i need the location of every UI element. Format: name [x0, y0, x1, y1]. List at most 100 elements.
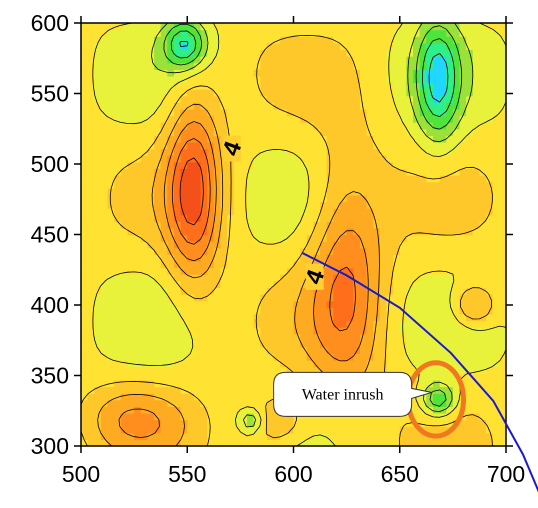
- contour-cell: [452, 155, 461, 163]
- contour-cell: [492, 23, 500, 31]
- contour-cell: [187, 393, 195, 401]
- contour-cell: [213, 161, 222, 170]
- contour-cell: [492, 241, 500, 249]
- contour-cell: [466, 115, 474, 123]
- contour-cell: [413, 399, 421, 407]
- contour-cell: [399, 327, 407, 335]
- contour-cell: [147, 254, 155, 262]
- contour-cell: [94, 234, 102, 242]
- contour-cell: [406, 221, 414, 229]
- contour-cell: [140, 23, 149, 31]
- contour-cell: [187, 313, 195, 322]
- contour-cell: [286, 82, 295, 90]
- contour-cell: [200, 122, 208, 130]
- contour-cell: [313, 89, 321, 97]
- contour-cell: [366, 274, 374, 282]
- contour-cell: [167, 141, 175, 150]
- contour-cell: [187, 379, 195, 388]
- contour-cell: [260, 175, 268, 183]
- contour-cell: [160, 313, 168, 322]
- contour-cell: [472, 260, 481, 269]
- contour-cell: [386, 327, 394, 335]
- contour-cell: [180, 432, 188, 440]
- contour-cell: [207, 399, 215, 407]
- contour-cell: [147, 29, 155, 37]
- contour-cell: [220, 115, 228, 123]
- contour-cell: [266, 148, 275, 156]
- contour-cell: [446, 267, 454, 275]
- contour-cell: [180, 108, 188, 117]
- contour-cell: [479, 95, 487, 103]
- contour-cell: [432, 115, 441, 123]
- contour-cell: [147, 49, 155, 57]
- contour-cell: [81, 208, 89, 216]
- contour-cell: [479, 29, 487, 37]
- contour-cell: [499, 194, 506, 203]
- contour-cell: [100, 234, 109, 242]
- contour-cell: [173, 393, 182, 401]
- contour-cell: [439, 333, 447, 341]
- contour-cell: [333, 346, 341, 355]
- contour-cell: [87, 188, 95, 196]
- contour-cell: [359, 287, 368, 295]
- contour-cell: [87, 373, 95, 381]
- contour-cell: [273, 360, 281, 368]
- contour-cell: [240, 69, 248, 77]
- contour-cell: [147, 327, 155, 335]
- contour-cell: [154, 260, 162, 269]
- contour-cell: [127, 36, 135, 44]
- contour-cell: [173, 49, 182, 57]
- contour-cell: [293, 115, 301, 123]
- contour-cell: [346, 214, 354, 222]
- contour-cell: [366, 56, 374, 64]
- contour-cell: [107, 23, 115, 31]
- contour-cell: [466, 412, 474, 421]
- contour-cell: [452, 227, 461, 236]
- contour-cell: [120, 135, 129, 143]
- contour-cell: [379, 366, 388, 374]
- contour-cell: [452, 320, 461, 328]
- contour-cell: [366, 247, 374, 255]
- contour-cell: [213, 406, 222, 414]
- contour-cell: [247, 181, 255, 189]
- contour-cell: [359, 320, 368, 328]
- contour-cell: [386, 148, 394, 156]
- contour-cell: [452, 399, 461, 407]
- contour-cell: [220, 353, 228, 361]
- contour-cell: [306, 82, 315, 90]
- contour-cell: [134, 62, 142, 70]
- contour-cell: [134, 135, 142, 143]
- contour-cell: [147, 386, 155, 394]
- contour-cell: [100, 208, 109, 216]
- contour-cell: [379, 82, 388, 90]
- contour-cell: [213, 412, 222, 421]
- contour-cell: [127, 373, 135, 381]
- contour-cell: [386, 208, 394, 216]
- contour-cell: [300, 108, 308, 117]
- contour-cell: [432, 161, 441, 170]
- contour-cell: [280, 293, 288, 302]
- contour-cell: [134, 386, 142, 394]
- contour-cell: [180, 208, 188, 216]
- contour-cell: [94, 353, 102, 361]
- contour-cell: [280, 439, 288, 446]
- contour-cell: [432, 75, 441, 84]
- contour-cell: [446, 194, 454, 203]
- contour-cell: [127, 221, 135, 229]
- contour-cell: [94, 221, 102, 229]
- contour-cell: [120, 426, 129, 434]
- contour-cell: [439, 69, 447, 77]
- contour-cell: [253, 274, 261, 282]
- contour-cell: [346, 419, 354, 427]
- contour-cell: [134, 353, 142, 361]
- contour-cell: [94, 260, 102, 269]
- contour-cell: [220, 42, 228, 51]
- contour-cell: [160, 36, 168, 44]
- contour-cell: [134, 36, 142, 44]
- contour-cell: [406, 115, 414, 123]
- contour-cell: [220, 128, 228, 136]
- contour-cell: [227, 122, 235, 130]
- contour-cell: [333, 333, 341, 341]
- contour-cell: [293, 366, 301, 374]
- contour-cell: [353, 188, 361, 196]
